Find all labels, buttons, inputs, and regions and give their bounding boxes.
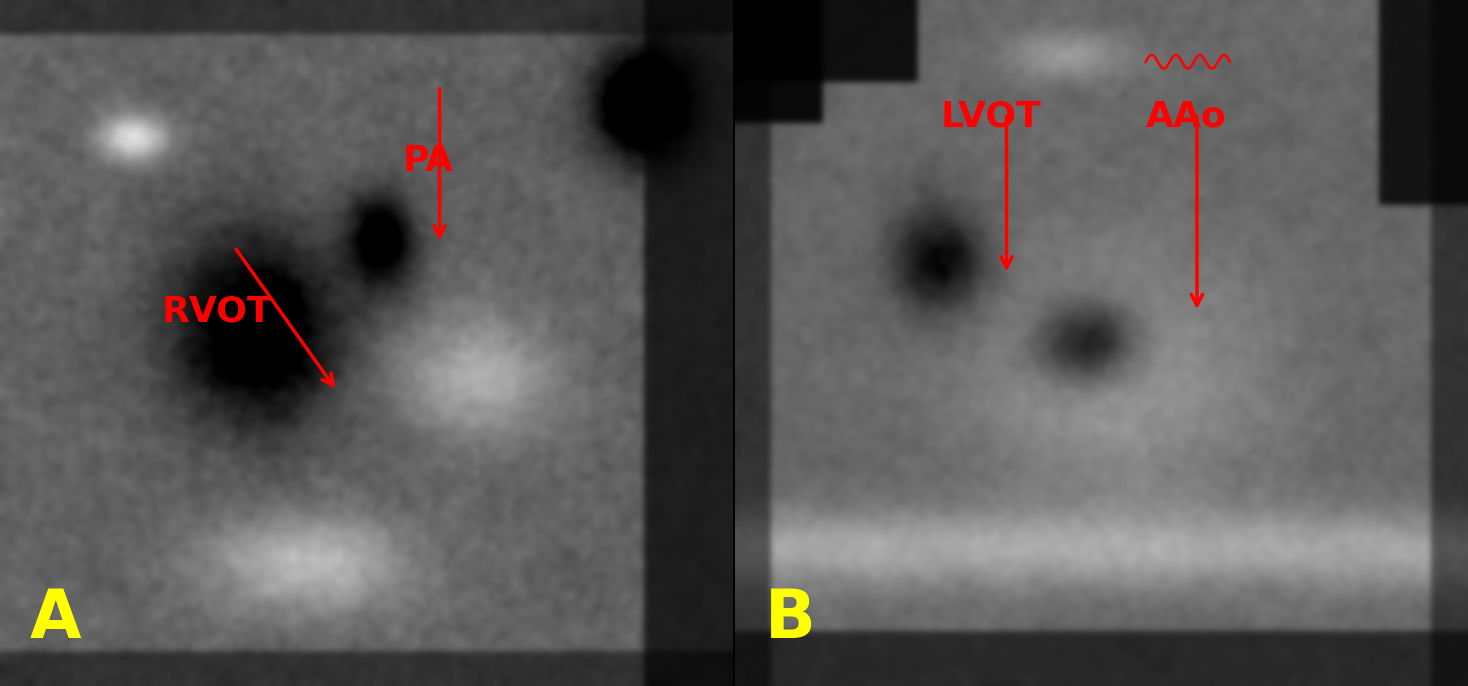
Text: B: B — [765, 586, 816, 652]
Text: AAo: AAo — [1145, 99, 1226, 134]
Text: RVOT: RVOT — [161, 295, 272, 329]
Text: PA: PA — [402, 144, 454, 178]
Text: LVOT: LVOT — [941, 99, 1041, 134]
Text: A: A — [29, 586, 81, 652]
